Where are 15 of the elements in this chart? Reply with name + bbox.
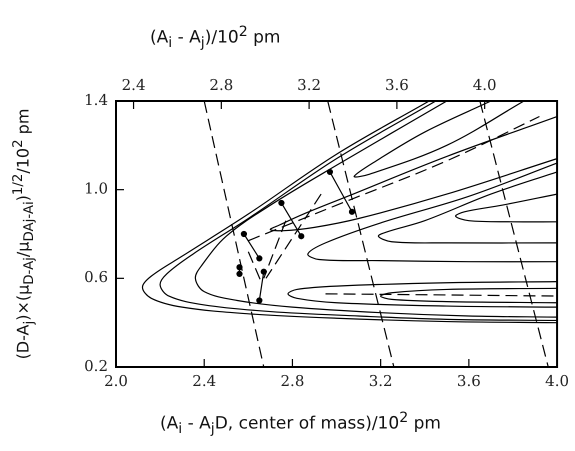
x-axis-title: (A$_{i}$ - A$_{j}$D, center of mass)/10$^{2}$ pm	[160, 410, 441, 438]
x2-tick-label: 2.8	[209, 76, 234, 94]
x2-tick-label: 3.2	[297, 76, 322, 94]
x2-tick-label: 4.0	[472, 76, 497, 94]
x-tick-label: 3.2	[368, 372, 393, 390]
x2-axis-title: (A$_{i}$ - A$_{j}$)/10$^{2}$ pm	[150, 24, 280, 52]
x-tick-label: 3.6	[456, 372, 481, 390]
x-tick-label: 2.8	[280, 372, 304, 390]
x-tick-label: 2.4	[192, 372, 216, 390]
y-tick-label: 1.4	[84, 90, 108, 109]
x2-tick-label: 3.6	[384, 76, 409, 94]
x-tick-label: 4.0	[545, 372, 569, 390]
y-tick-label: 1.0	[84, 180, 108, 198]
y-tick-label: 0.6	[84, 268, 108, 286]
x2-tick-label: 2.4	[122, 76, 146, 94]
